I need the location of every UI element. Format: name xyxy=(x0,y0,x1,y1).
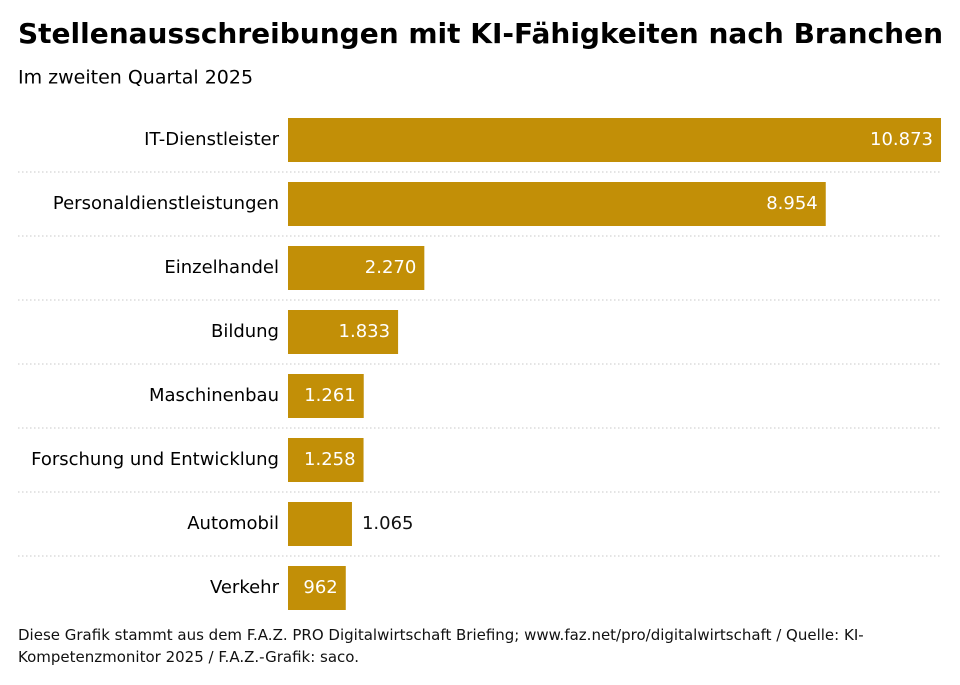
category-label: Maschinenbau xyxy=(149,385,279,406)
category-label: Automobil xyxy=(187,513,279,534)
chart-title: Stellenausschreibungen mit KI-Fähigkeite… xyxy=(18,17,943,50)
bar xyxy=(288,438,364,482)
value-label: 1.833 xyxy=(339,321,391,342)
value-label: 1.258 xyxy=(304,449,356,470)
bar xyxy=(288,310,399,354)
source-note: Diese Grafik stammt aus dem F.A.Z. PRO D… xyxy=(18,626,864,666)
category-label: Personaldienstleistungen xyxy=(53,193,279,214)
bar xyxy=(288,566,346,610)
value-label: 8.954 xyxy=(766,193,818,214)
bar xyxy=(288,374,364,418)
category-label: Forschung und Entwicklung xyxy=(31,449,279,470)
chart: Stellenausschreibungen mit KI-Fähigkeite… xyxy=(18,17,943,610)
category-label: Verkehr xyxy=(210,577,280,598)
value-label: 962 xyxy=(303,577,337,598)
chart-subtitle: Im zweiten Quartal 2025 xyxy=(18,67,253,89)
value-label: 2.270 xyxy=(365,257,417,278)
value-label: 1.065 xyxy=(362,513,414,534)
bar xyxy=(288,182,826,226)
bar xyxy=(288,118,941,162)
value-label: 1.261 xyxy=(304,385,356,406)
category-label: Bildung xyxy=(211,321,279,342)
category-label: Einzelhandel xyxy=(164,257,279,278)
bar xyxy=(288,502,352,546)
category-label: IT-Dienstleister xyxy=(144,129,280,150)
bar xyxy=(288,246,425,290)
value-label: 10.873 xyxy=(870,129,933,150)
